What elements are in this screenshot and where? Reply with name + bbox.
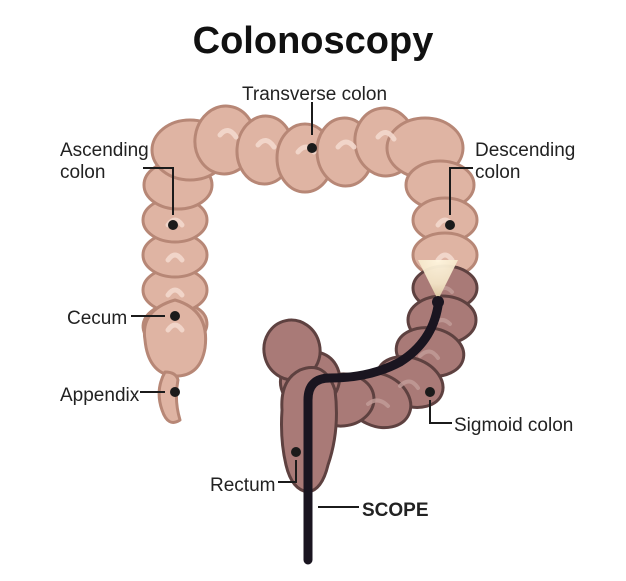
leader-dot-transverse-colon: [308, 144, 316, 152]
label-transverse-colon: Transverse colon: [242, 84, 387, 106]
leader-dot-cecum: [171, 312, 179, 320]
scope-tip: [432, 296, 444, 308]
diagram-stage: Colonoscopy: [0, 0, 626, 581]
label-appendix: Appendix: [60, 385, 139, 407]
label-rectum: Rectum: [210, 475, 275, 497]
label-scope: SCOPE: [362, 500, 429, 522]
leader-dot-rectum: [292, 448, 300, 456]
label-sigmoid-colon: Sigmoid colon: [454, 415, 573, 437]
label-descending-colon: Descending colon: [475, 140, 575, 184]
large-intestine-dark: [258, 266, 477, 492]
leader-dot-ascending-colon: [169, 221, 177, 229]
leader-dot-sigmoid-colon: [426, 388, 434, 396]
appendix-shape: [159, 372, 180, 422]
label-cecum: Cecum: [67, 308, 127, 330]
leader-dot-descending-colon: [446, 221, 454, 229]
label-ascending-colon: Ascending colon: [60, 140, 149, 184]
leader-dot-appendix: [171, 388, 179, 396]
